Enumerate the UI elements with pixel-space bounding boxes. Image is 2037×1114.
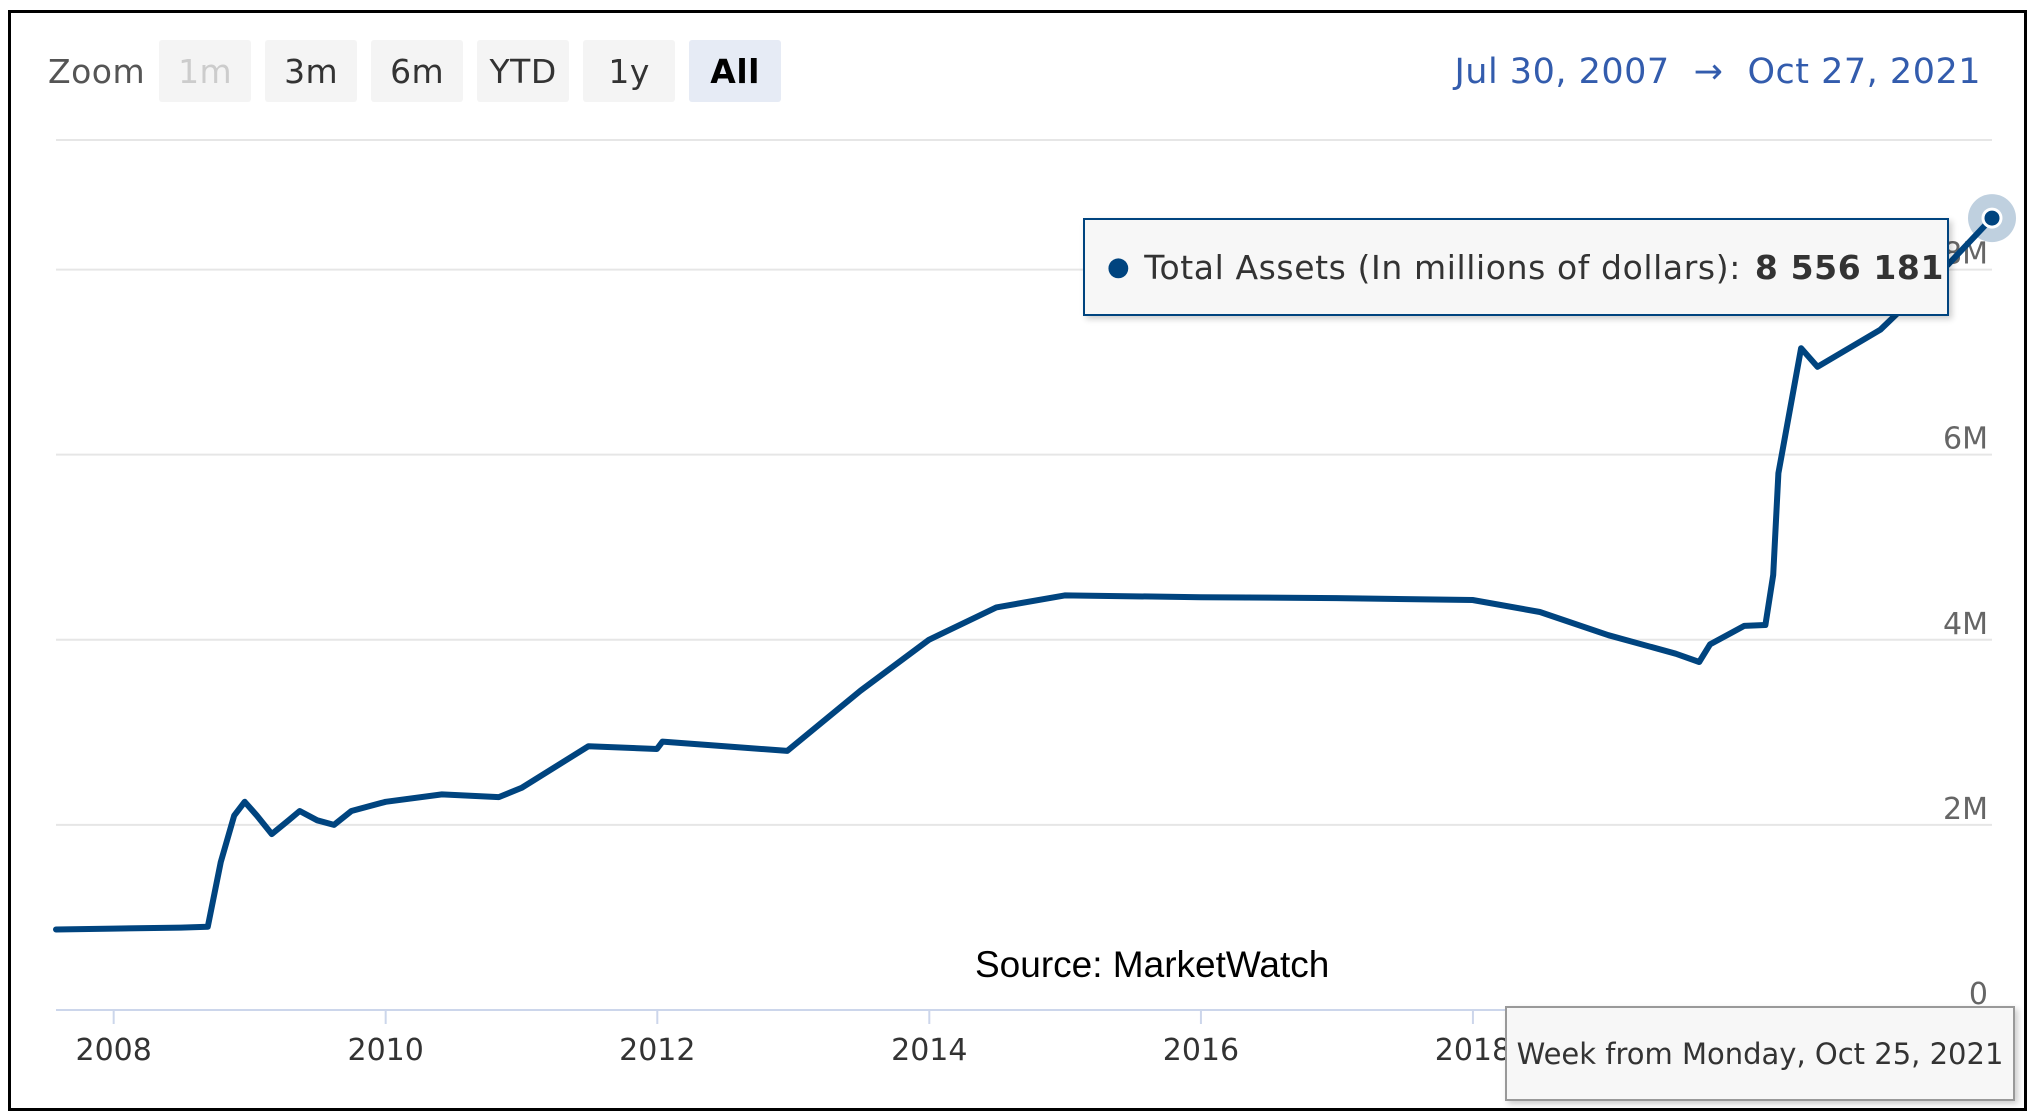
x-tick-label: 2016 — [1163, 1033, 1239, 1068]
y-tick-label: 6M — [1943, 422, 1988, 457]
zoom-bar: Zoom 1m 3m 6m YTD 1y All — [48, 40, 795, 102]
range-arrow-icon: → — [1693, 52, 1724, 92]
tooltip-series-label: Total Assets (In millions of dollars): — [1144, 247, 1741, 287]
y-tick-label: 2M — [1943, 792, 1988, 827]
y-tick-label: 0 — [1969, 977, 1988, 1012]
chart-frame — [8, 10, 2027, 1111]
zoom-1m-button[interactable]: 1m — [159, 40, 252, 102]
marker-layer — [1968, 194, 2016, 243]
zoom-label: Zoom — [48, 51, 146, 91]
series-layer — [53, 215, 1995, 933]
x-tick-label: 2012 — [619, 1033, 695, 1068]
tooltip-value: 8 556 181 — [1754, 247, 1945, 287]
x-axis-ticks: 2008 2010 2012 2014 2016 2018 — [75, 1010, 1511, 1068]
range-from-date[interactable]: Jul 30, 2007 — [1454, 52, 1670, 92]
x-tick-label: 2010 — [347, 1033, 423, 1068]
source-note: Source: MarketWatch — [975, 944, 1330, 985]
zoom-3m-button[interactable]: 3m — [265, 40, 358, 102]
x-crosshair-label: Week from Monday, Oct 25, 2021 — [1505, 1006, 2015, 1101]
y-tick-label: 4M — [1943, 607, 1988, 642]
x-tick-label: 2008 — [75, 1033, 151, 1068]
data-tooltip: ● Total Assets (In millions of dollars):… — [1083, 218, 1949, 316]
range-to-date[interactable]: Oct 27, 2021 — [1747, 52, 1981, 92]
zoom-6m-button[interactable]: 6m — [371, 40, 464, 102]
zoom-all-button[interactable]: All — [689, 40, 782, 102]
series-dot-icon: ● — [1107, 252, 1131, 282]
x-tick-label: 2014 — [891, 1033, 967, 1068]
zoom-1y-button[interactable]: 1y — [583, 40, 676, 102]
x-tick-label: 2018 — [1435, 1033, 1511, 1068]
zoom-ytd-button[interactable]: YTD — [477, 40, 570, 102]
date-range: Jul 30, 2007 → Oct 27, 2021 — [1454, 52, 1981, 92]
hover-point[interactable] — [1981, 207, 2003, 229]
series-line[interactable] — [53, 215, 1995, 933]
